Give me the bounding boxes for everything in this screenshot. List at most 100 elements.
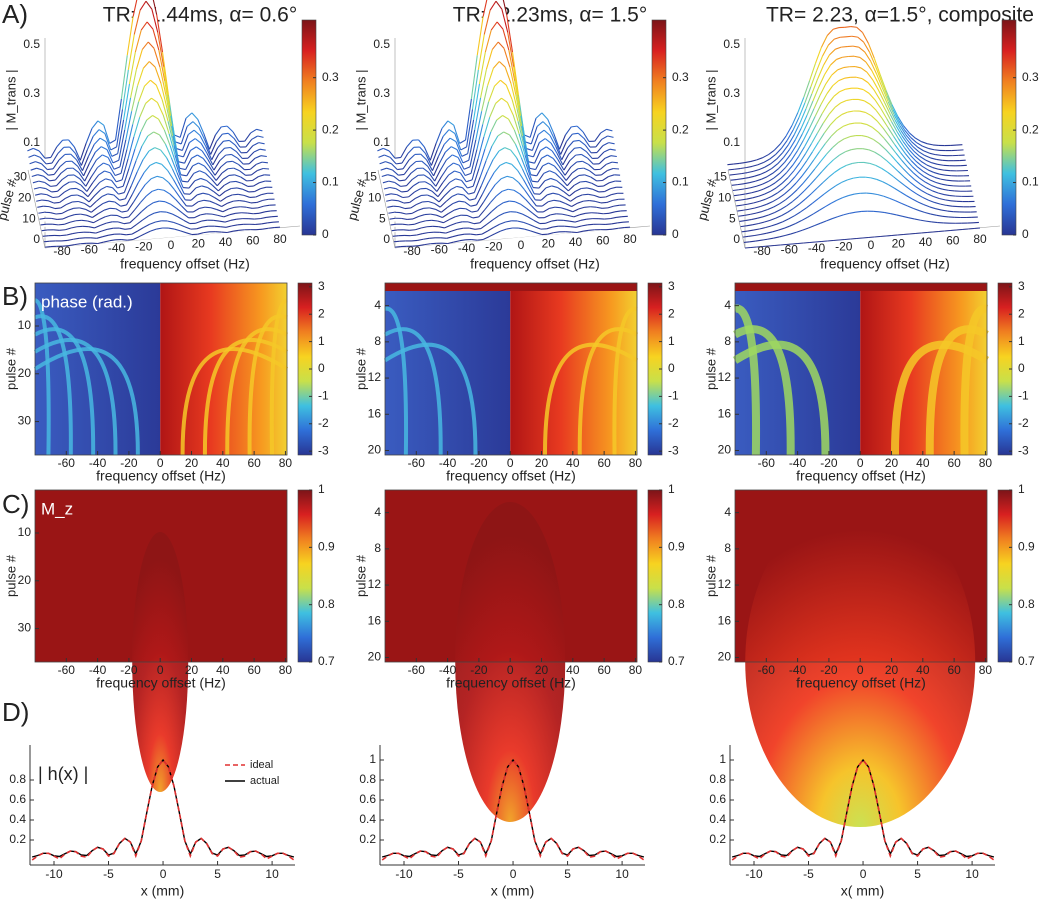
ridge-segment	[824, 64, 832, 75]
ridge-segment	[921, 190, 928, 195]
ridge-segment	[126, 233, 133, 236]
ridge-segment	[156, 14, 164, 53]
ridge-segment	[38, 150, 46, 159]
ridge-segment	[418, 214, 425, 217]
ridge-segment	[168, 227, 175, 230]
ridge-segment	[495, 0, 503, 10]
ridge-segment	[873, 89, 881, 100]
y-tick-label: 30	[18, 414, 32, 428]
ridge-segment	[819, 83, 827, 96]
ridge-segment	[522, 221, 530, 225]
ridge-segment	[457, 227, 464, 230]
ridge-segment	[119, 198, 126, 201]
ridge-segment	[932, 167, 939, 170]
ridge-segment	[133, 192, 140, 203]
ridge-segment	[166, 211, 173, 215]
ridge-segment	[224, 146, 231, 149]
ridge-segment	[174, 134, 181, 138]
ridge-segment	[746, 165, 753, 169]
ridge-segment	[199, 206, 206, 209]
x-axis-label: x (mm)	[141, 883, 185, 899]
ridge-segment	[578, 174, 585, 176]
ridge-segment	[770, 223, 778, 227]
ridge-segment	[748, 234, 755, 237]
ridge-segment	[805, 143, 812, 154]
ridge-segment	[430, 213, 437, 216]
ridge-segment	[251, 135, 258, 140]
ridge-segment	[850, 237, 857, 240]
ridge-segment	[162, 177, 170, 184]
ridge-segment	[73, 237, 80, 240]
ridge-segment	[502, 28, 510, 51]
ridge-segment	[913, 172, 920, 179]
ridge-segment	[595, 138, 603, 148]
series-line	[381, 758, 645, 861]
ridge-segment	[231, 154, 238, 159]
ridge-segment	[210, 207, 218, 211]
ridge-segment	[465, 208, 473, 213]
ridge-segment	[774, 177, 782, 184]
colorbar-tick-label: -1	[1018, 389, 1029, 403]
ridge-segment	[772, 197, 779, 203]
ridge-segment	[88, 226, 95, 229]
ridge-segment	[124, 185, 132, 200]
ridge-segment	[752, 223, 759, 226]
ridge-segment	[564, 126, 572, 136]
ridge-segment	[193, 170, 200, 174]
ridge-segment	[864, 51, 872, 62]
ridge-segment	[423, 146, 431, 161]
ridge-segment	[736, 204, 743, 207]
ridge-segment	[175, 141, 182, 145]
ridge-segment	[209, 172, 217, 181]
ridge-segment	[84, 202, 91, 208]
ridge-segment	[467, 185, 474, 189]
ridge-segment	[885, 110, 893, 122]
ridge-segment	[508, 188, 515, 191]
ridge-segment	[509, 200, 516, 203]
ridge-segment	[482, 101, 490, 125]
ridge-segment	[466, 179, 473, 183]
ridge-segment	[478, 148, 486, 169]
ridge-segment	[851, 148, 858, 151]
ridge-segment	[146, 115, 153, 121]
ridge-segment	[901, 135, 909, 145]
ridge-segment	[85, 128, 93, 144]
ridge-segment	[99, 178, 106, 183]
z-tick-label: 0.5	[23, 37, 40, 51]
ridge-segment	[146, 190, 153, 197]
ridge-segment	[408, 154, 416, 161]
ridge-segment	[524, 154, 532, 175]
heatmap-image	[160, 283, 287, 455]
ridge-segment	[922, 170, 930, 176]
ridge-segment	[779, 166, 787, 174]
ridge-segment	[940, 178, 947, 181]
ridge-segment	[245, 138, 253, 148]
ridge-segment	[935, 181, 942, 185]
ridge-segment	[381, 174, 388, 178]
x-tick-label: 20	[885, 456, 899, 470]
ridge-segment	[407, 146, 415, 154]
ridge-segment	[839, 88, 846, 93]
ridge-segment	[800, 114, 808, 129]
ridge-segment	[236, 218, 243, 220]
ridge-segment	[104, 133, 112, 151]
ridge-segment	[488, 85, 496, 102]
ridge-segment	[141, 41, 149, 50]
ridge-segment	[108, 233, 115, 236]
y-tick-label: 0.8	[359, 772, 376, 786]
ridge-segment	[129, 160, 137, 178]
ridge-segment	[738, 214, 745, 217]
ridge-segment	[888, 135, 896, 145]
ridge-segment	[505, 84, 513, 100]
ridge-segment	[171, 168, 179, 182]
ridge-segment	[440, 159, 447, 171]
ridge-segment	[898, 120, 906, 131]
ridge-segment	[558, 193, 565, 199]
ridge-segment	[256, 199, 263, 203]
ridge-segment	[824, 202, 832, 208]
ridge-segment	[446, 236, 453, 239]
ridge-segment	[38, 211, 45, 214]
ridge-segment	[240, 176, 247, 182]
x-tick-label: -40	[789, 456, 807, 470]
ridge-segment	[843, 212, 850, 216]
